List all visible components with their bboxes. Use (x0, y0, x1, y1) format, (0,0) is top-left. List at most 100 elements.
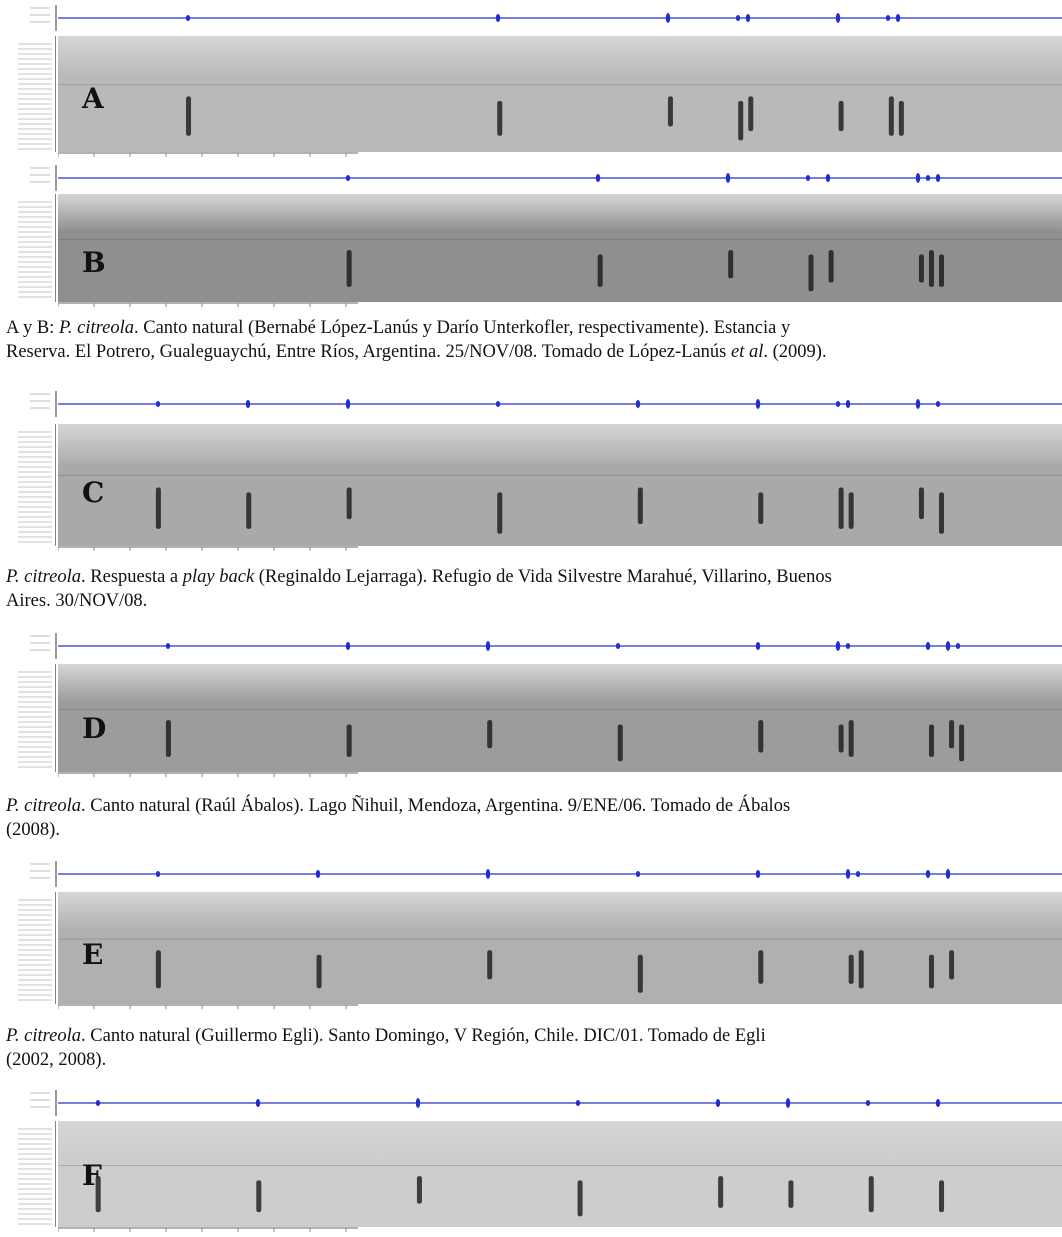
spectrogram-note (637, 487, 643, 525)
spectrogram-note (838, 487, 844, 529)
spectrogram-note (838, 724, 844, 753)
waveform-b (30, 165, 1062, 191)
waveform-pulse (155, 871, 161, 877)
waveform-pulse (925, 870, 931, 878)
waveform-d (30, 633, 1062, 659)
spectrogram-note (718, 1176, 724, 1208)
waveform-pulse (845, 643, 851, 649)
spectrogram-note (155, 487, 161, 529)
spectrogram-note (155, 950, 161, 989)
waveform-pulse (945, 869, 951, 879)
waveform-pulse (755, 399, 761, 409)
waveform-pulse (735, 15, 741, 21)
spectrogram-note (667, 96, 673, 127)
spectrogram-note (346, 250, 352, 287)
waveform-pulse (485, 641, 491, 651)
panel-label-e: E (82, 938, 104, 971)
spectrogram-a (0, 36, 1062, 162)
waveform-pulse (665, 13, 671, 23)
waveform-pulse (725, 173, 731, 183)
time-axis-b (58, 302, 358, 307)
spectrogram-note (848, 954, 854, 984)
frequency-axis-b (18, 194, 56, 302)
caption-d: P. citreola. Canto natural (Raúl Ábalos)… (6, 796, 791, 840)
spectrogram-note (246, 492, 252, 529)
waveform-pulse (925, 642, 931, 650)
waveform-pulse (855, 871, 861, 877)
spectrogram-note (487, 950, 493, 980)
time-axis-d (58, 772, 358, 777)
spectrogram-note (256, 1180, 262, 1213)
waveform-pulse (955, 643, 961, 649)
spectrogram-note (918, 487, 924, 520)
caption-c: P. citreola. Respuesta a play back (Regi… (6, 567, 832, 611)
waveform-pulse (845, 400, 851, 408)
waveform-pulse (165, 643, 171, 649)
spectrogram-note (758, 492, 764, 525)
waveform-pulse (935, 174, 941, 182)
waveform-pulse (635, 400, 641, 408)
spectrogram-note (898, 100, 904, 136)
frequency-axis-e (18, 892, 56, 1004)
figure-panel-c: C (0, 388, 1062, 556)
time-axis-e (58, 1004, 358, 1009)
spectrogram-note (939, 254, 945, 287)
waveform-pulse (925, 175, 931, 181)
waveform-pulse (945, 641, 951, 651)
waveform-pulse (715, 1099, 721, 1107)
waveform-pulse (345, 642, 351, 650)
spectrogram-note (939, 1180, 945, 1213)
panel-label-b: B (82, 246, 106, 279)
time-axis-f (58, 1227, 358, 1232)
spectrogram-note (416, 1176, 422, 1204)
spectrogram-note (928, 954, 934, 989)
waveform-pulse (185, 15, 191, 21)
spectrogram-note (949, 950, 955, 980)
waveform-pulse (835, 641, 841, 651)
waveform-pulse (895, 14, 901, 22)
waveform-c (30, 391, 1062, 417)
waveform-pulse (345, 175, 351, 181)
waveform-pulse (575, 1100, 581, 1106)
waveform-pulse (755, 642, 761, 650)
spectrogram-note (748, 96, 754, 132)
caption-ab: A y B: P. citreola. Canto natural (Berna… (6, 318, 827, 362)
spectrogram-note (928, 250, 934, 287)
time-axis-a (58, 152, 358, 157)
waveform-f (30, 1090, 1062, 1116)
spectrogram-note (497, 492, 503, 534)
spectrogram-note (577, 1180, 583, 1217)
waveform-pulse (635, 871, 641, 877)
spectrogram-note (959, 724, 965, 762)
spectrogram-note (346, 724, 352, 757)
figure-panel-f: F (0, 1087, 1062, 1237)
spectrogram-e (0, 892, 1062, 1014)
figure-panel-b: B (0, 162, 1062, 312)
spectrogram-note (637, 954, 643, 993)
spectrogram-note (928, 724, 934, 757)
figure-panel-d: D (0, 630, 1062, 782)
spectrogram-note (165, 720, 171, 757)
waveform-pulse (835, 401, 841, 407)
waveform-pulse (935, 401, 941, 407)
spectrogram-note (788, 1180, 794, 1208)
waveform-pulse (595, 174, 601, 182)
panel-label-f: F (82, 1159, 102, 1192)
caption-e: P. citreola. Canto natural (Guillermo Eg… (6, 1026, 766, 1070)
spectrogram-note (888, 96, 894, 136)
spectrogram-note (918, 254, 924, 283)
spectrogram-c (0, 424, 1062, 556)
frequency-axis-a (18, 36, 56, 152)
spectrogram-note (838, 100, 844, 132)
waveform-pulse (825, 174, 831, 182)
spectrogram-d (0, 664, 1062, 782)
figure-panel-a: A (0, 2, 1062, 162)
spectrogram-note (949, 720, 955, 749)
waveform-pulse (805, 175, 811, 181)
spectrogram-note (316, 954, 322, 989)
waveform-pulse (315, 870, 321, 878)
waveform-pulse (255, 1099, 261, 1107)
waveform-pulse (845, 869, 851, 879)
waveform-pulse (865, 1100, 871, 1106)
spectrogram-note (828, 250, 834, 283)
